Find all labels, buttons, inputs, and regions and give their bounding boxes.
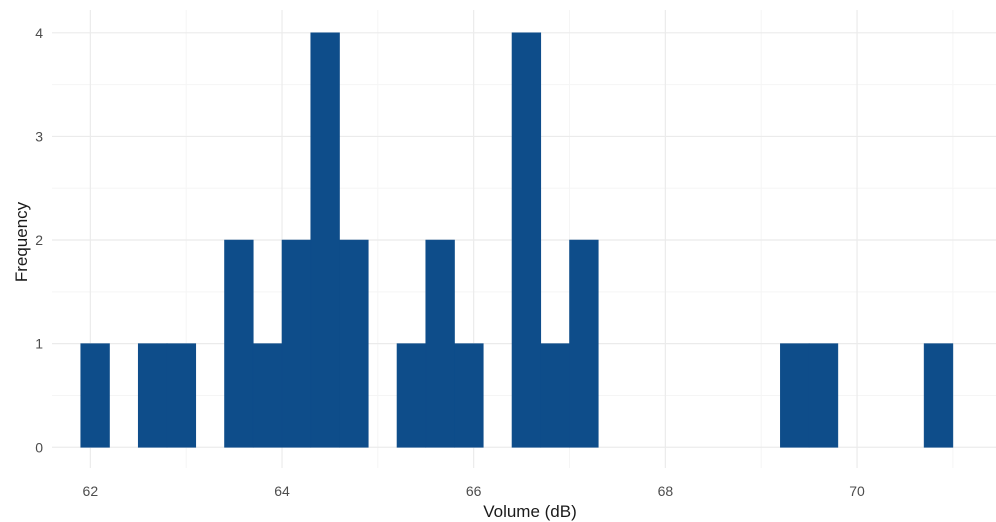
histogram-bar <box>540 343 570 448</box>
x-axis-ticks: 62 64 66 68 70 <box>83 483 865 499</box>
histogram-bar <box>281 239 312 448</box>
x-tick-label: 62 <box>83 483 99 499</box>
x-axis-title: Volume (dB) <box>483 502 577 521</box>
histogram-bar <box>808 343 839 448</box>
histogram-bar <box>252 343 283 448</box>
x-tick-label: 68 <box>658 483 674 499</box>
histogram-bar <box>310 32 340 448</box>
y-axis-title: Frequency <box>12 201 31 282</box>
y-tick-label: 3 <box>35 128 43 144</box>
y-tick-label: 1 <box>35 336 43 352</box>
y-tick-label: 0 <box>35 439 43 455</box>
histogram-bar <box>569 239 599 448</box>
bars-layer <box>80 32 954 448</box>
histogram-bar <box>425 239 455 448</box>
y-tick-label: 4 <box>35 25 43 41</box>
histogram-bar <box>923 343 954 448</box>
histogram-bar <box>780 343 810 448</box>
histogram-bar <box>137 343 168 448</box>
y-axis-ticks: 0 1 2 3 4 <box>35 25 43 455</box>
histogram-bar <box>396 343 427 448</box>
histogram-bar <box>80 343 110 448</box>
histogram-bar <box>454 343 484 448</box>
histogram-bar <box>339 239 369 448</box>
histogram-bar <box>166 343 197 448</box>
x-tick-label: 70 <box>849 483 865 499</box>
x-tick-label: 64 <box>274 483 290 499</box>
histogram-bar <box>511 32 542 448</box>
y-tick-label: 2 <box>35 232 43 248</box>
x-tick-label: 66 <box>466 483 482 499</box>
histogram-bar <box>224 239 254 448</box>
